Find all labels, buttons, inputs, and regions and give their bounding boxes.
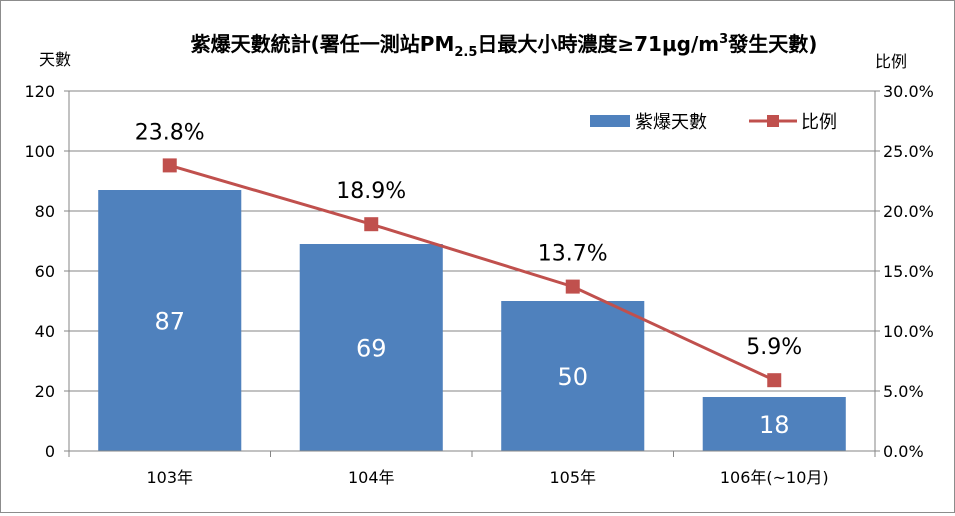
ratio-line (169, 163, 775, 382)
y2-tick-label: 15.0% (883, 262, 934, 281)
ratio-value-label: 13.7% (538, 242, 608, 267)
y2-tick-label: 0.0% (883, 442, 924, 461)
y-tick-label: 120 (24, 82, 55, 101)
bar-value-label: 50 (557, 363, 588, 391)
ratio-value-label: 5.9% (746, 335, 802, 360)
y-axis-title: 天數 (39, 50, 71, 69)
chart-title: 紫爆天數統計(署任一測站PM2.5日最大小時濃度≥71μg/m3發生天數) (191, 32, 818, 60)
bar-value-label: 87 (154, 308, 185, 336)
y2-tick-label: 30.0% (883, 82, 934, 101)
y2-axis-title: 比例 (875, 52, 907, 71)
x-tick-label: 105年 (549, 468, 596, 487)
y-tick-label: 100 (24, 142, 55, 161)
y2-tick-label: 5.0% (883, 382, 924, 401)
ratio-value-label: 23.8% (135, 120, 205, 145)
ratio-point (565, 279, 580, 294)
ratio-point (162, 158, 177, 173)
ratio-value-label: 18.9% (336, 179, 406, 204)
ratio-point (767, 373, 782, 388)
y2-tick-label: 20.0% (883, 202, 934, 221)
legend-bar-swatch (590, 115, 630, 127)
ratio-point (364, 217, 379, 232)
legend-line-label: 比例 (801, 112, 837, 133)
bar (98, 190, 242, 451)
y-tick-label: 0 (45, 442, 55, 461)
x-tick-label: 106年(~10月) (720, 468, 829, 487)
legend-bar-label: 紫爆天數 (635, 112, 707, 133)
bar (501, 301, 645, 451)
bar-value-label: 18 (759, 411, 790, 439)
y-tick-label: 60 (35, 262, 55, 281)
legend-line-marker (767, 115, 779, 127)
y2-tick-label: 25.0% (883, 142, 934, 161)
y-tick-label: 80 (35, 202, 55, 221)
bar (702, 397, 846, 451)
y-tick-label: 40 (35, 322, 55, 341)
bar-value-label: 69 (356, 335, 387, 363)
x-tick-label: 103年 (146, 468, 193, 487)
y-tick-label: 20 (35, 382, 55, 401)
y2-tick-label: 10.0% (883, 322, 934, 341)
bar (299, 244, 443, 451)
x-tick-label: 104年 (348, 468, 395, 487)
